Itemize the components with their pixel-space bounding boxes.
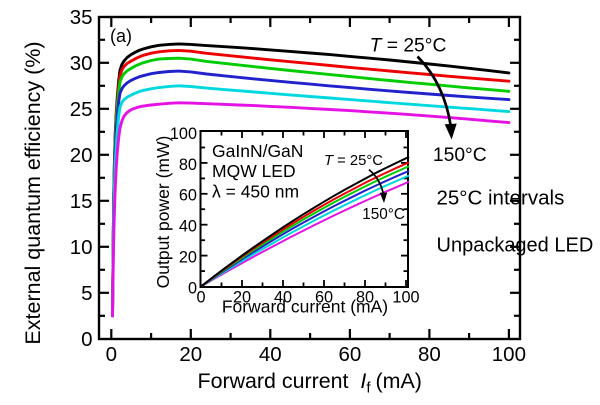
svg-text:60: 60 — [315, 289, 333, 307]
svg-text:40: 40 — [179, 218, 197, 236]
svg-text:0: 0 — [81, 328, 92, 351]
svg-text:100: 100 — [170, 125, 197, 143]
svg-text:15: 15 — [70, 190, 93, 213]
svg-text:Unpackaged LED: Unpackaged LED — [437, 235, 594, 257]
svg-text:60: 60 — [179, 187, 197, 205]
svg-text:150°C: 150°C — [433, 145, 487, 166]
svg-text:5: 5 — [81, 282, 92, 305]
svg-text:GaInN/GaN: GaInN/GaN — [212, 141, 303, 161]
svg-text:100: 100 — [392, 289, 419, 307]
svg-text:Forward current If(mA): Forward current If (mA) — [198, 369, 422, 397]
svg-text:20: 20 — [179, 343, 202, 366]
svg-text:30: 30 — [70, 52, 93, 75]
svg-text:25: 25 — [70, 98, 93, 121]
svg-text:20: 20 — [179, 249, 197, 267]
svg-text:0: 0 — [106, 343, 117, 366]
svg-text:40: 40 — [274, 289, 292, 307]
svg-text:Forward current (mA): Forward current (mA) — [222, 297, 388, 317]
svg-text:λ = 450 nm: λ = 450 nm — [212, 182, 299, 202]
svg-text:T = 25°C: T = 25°C — [324, 153, 383, 169]
svg-text:60: 60 — [338, 343, 361, 366]
svg-text:20: 20 — [70, 144, 93, 167]
svg-text:80: 80 — [418, 343, 441, 366]
svg-text:(a): (a) — [110, 26, 132, 46]
svg-text:0: 0 — [188, 279, 197, 297]
svg-text:10: 10 — [70, 236, 93, 259]
svg-text:80: 80 — [356, 289, 374, 307]
svg-text:T = 25°C: T = 25°C — [370, 36, 447, 57]
svg-text:25°C intervals: 25°C intervals — [437, 187, 565, 210]
svg-text:100: 100 — [492, 343, 526, 366]
svg-text:0: 0 — [196, 289, 205, 307]
svg-text:MQW LED: MQW LED — [212, 161, 296, 181]
svg-text:80: 80 — [179, 156, 197, 174]
svg-text:35: 35 — [70, 6, 93, 29]
svg-text:40: 40 — [259, 343, 282, 366]
svg-text:150°C: 150°C — [362, 206, 405, 223]
svg-text:External quantum efficiency (%: External quantum efficiency (%) — [21, 41, 45, 344]
svg-text:Output power (mW): Output power (mW) — [153, 136, 173, 289]
svg-text:20: 20 — [233, 289, 251, 307]
